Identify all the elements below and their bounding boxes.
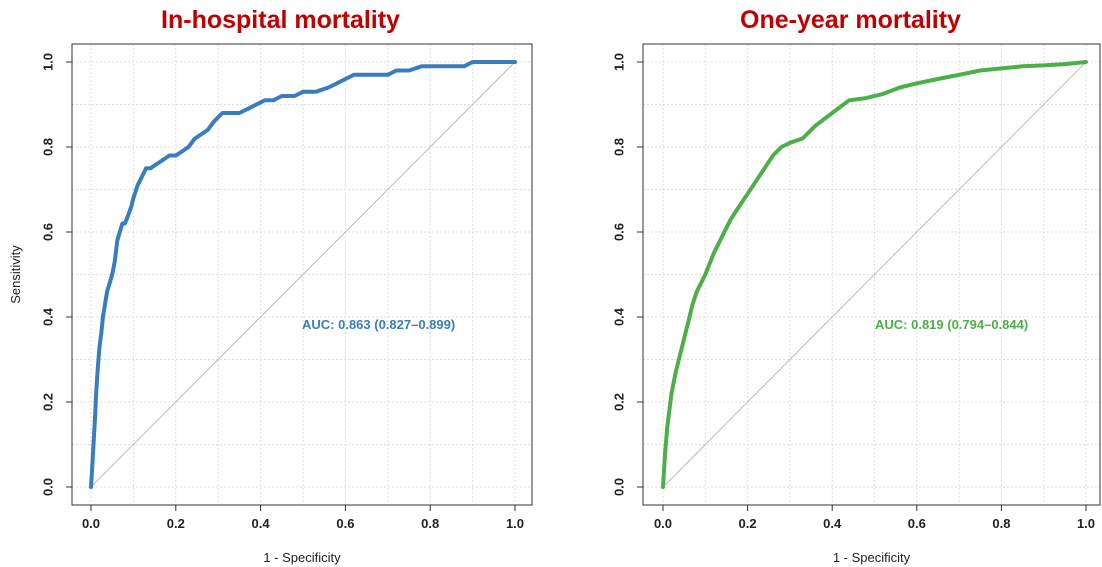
x-tick-label: 0.4 [823, 516, 842, 531]
y-tick-label: 1.0 [612, 53, 627, 71]
y-tick-label: 0.6 [41, 223, 56, 241]
x-tick-label: 1.0 [1077, 516, 1095, 531]
auc-annotation: AUC: 0.863 (0.827–0.899) [302, 317, 455, 332]
y-tick-label: 0.2 [41, 393, 56, 411]
chart-panel-one-year: One-year mortality 0.0 0.2 0.4 0.6 0.8 1.0 0.0… [551, 0, 1102, 567]
x-tick-label: 0.2 [167, 516, 185, 531]
grid [643, 44, 1100, 505]
x-tick-label: 0.0 [654, 516, 672, 531]
roc-plot-one-year: 0.0 0.2 0.4 0.6 0.8 1.0 0.0 0.2 0.4 0.6 0.8 1.0 1 - … [612, 43, 1101, 565]
x-axis-label: 1 - Specificity [833, 550, 911, 565]
x-tick-label: 1.0 [506, 516, 524, 531]
chart-panel-in-hospital: In-hospital mortality 0.0 0.2 0.4 0.6 0.8 1.0… [8, 6, 533, 565]
y-tick-label: 0.6 [612, 223, 627, 241]
y-tick-label: 0.0 [41, 478, 56, 496]
auc-annotation: AUC: 0.819 (0.794–0.844) [875, 317, 1028, 332]
x-tick-label: 0.0 [82, 516, 100, 531]
y-axis-label: Sensitivity [8, 245, 23, 304]
x-tick-label: 0.8 [421, 516, 439, 531]
roc-plot-in-hospital: 0.0 0.2 0.4 0.6 0.8 1.0 0.0 0.2 0.4 0.6 0.8 1.0 1 - … [8, 43, 533, 565]
plot-frame [71, 43, 533, 506]
y-tick-label: 1.0 [41, 53, 56, 71]
plot-frame [642, 43, 1101, 506]
grid [72, 44, 532, 505]
chart-title: In-hospital mortality [161, 6, 400, 34]
roc-curve [661, 60, 1088, 489]
y-tick-label: 0.4 [612, 307, 627, 326]
chart-title: One-year mortality [740, 6, 961, 34]
y-tick-label: 0.8 [612, 138, 627, 156]
x-tick-label: 0.2 [739, 516, 757, 531]
reference-diagonal [90, 61, 516, 488]
x-axis-label: 1 - Specificity [263, 550, 341, 565]
y-tick-label: 0.2 [612, 393, 627, 411]
y-tick-label: 0.4 [41, 307, 56, 326]
x-tick-label: 0.8 [992, 516, 1010, 531]
y-tick-label: 0.8 [41, 138, 56, 156]
x-tick-label: 0.6 [336, 516, 354, 531]
reference-diagonal [662, 61, 1087, 488]
x-tick-label: 0.6 [908, 516, 926, 531]
y-tick-label: 0.0 [612, 478, 627, 496]
x-tick-label: 0.4 [252, 516, 271, 531]
roc-curve [89, 60, 517, 489]
